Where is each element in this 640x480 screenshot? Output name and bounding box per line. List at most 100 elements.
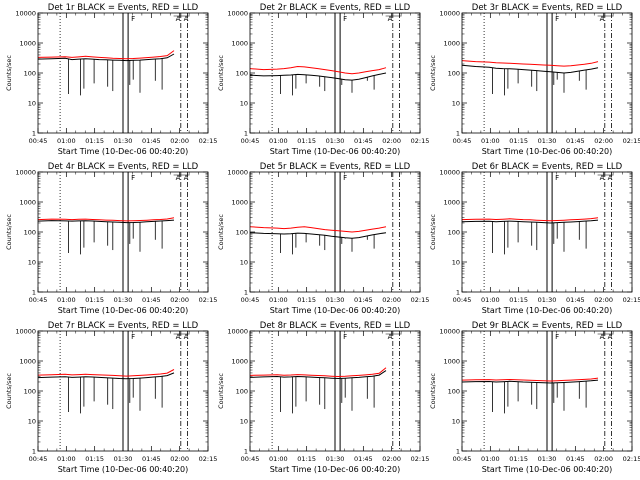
y-tick-label: 1 [244,448,248,456]
x-tick-label: 00:45 [453,455,472,463]
events-series-line [461,64,599,74]
y-axis-label: Counts/sec [429,214,437,250]
y-axis-label: Counts/sec [429,373,437,409]
y-tick-label: 100 [24,388,36,396]
x-tick-label: 01:15 [297,137,316,145]
x-tick-label: 01:00 [269,137,288,145]
flag-label: A [184,174,189,182]
x-tick-label: 02:15 [199,296,218,304]
y-tick-label: 10000 [227,10,248,18]
chart-panel-2: Det 2r BLACK = Events, RED = LLD Start Ti… [217,3,429,156]
x-tick-label: 01:45 [566,137,585,145]
x-tick-label: 00:45 [453,137,472,145]
y-tick-label: 1 [244,130,248,138]
y-tick-label: 10 [28,259,36,267]
lld-series-line [37,369,175,377]
events-series-line [249,370,387,380]
flag-label: A [600,333,605,341]
x-tick-label: 02:00 [382,296,401,304]
x-axis-label: Start Time (10-Dec-06 00:40:20) [482,306,613,315]
x-tick-label: 00:45 [29,455,48,463]
x-tick-label: 01:00 [57,296,76,304]
x-tick-label: 01:15 [297,296,316,304]
y-axis-label: Counts/sec [5,373,13,409]
x-tick-label: 01:45 [142,455,161,463]
flag-label: A [608,333,613,341]
lld-series-line [37,50,175,60]
x-tick-label: 01:30 [326,296,345,304]
y-tick-label: 1000 [443,40,460,48]
flag-label: F [555,174,559,182]
chart-panel-6: Det 6r BLACK = Events, RED = LLD Start Ti… [429,162,640,315]
y-axis-label: Counts/sec [5,55,13,91]
flag-label: A [176,15,181,23]
x-axis-label: Start Time (10-Dec-06 00:40:20) [270,147,401,156]
y-tick-label: 10000 [15,328,36,336]
y-tick-label: 1000 [231,358,248,366]
x-tick-label: 00:45 [29,137,48,145]
y-tick-label: 1 [244,289,248,297]
y-tick-label: 1000 [231,199,248,207]
chart-title: Det 5r BLACK = Events, RED = LLD [260,162,411,172]
x-tick-label: 02:15 [623,296,640,304]
y-tick-label: 10000 [439,169,460,177]
flag-label: F [343,333,347,341]
x-tick-label: 01:45 [142,296,161,304]
y-tick-label: 10 [28,100,36,108]
lld-series-line [249,226,387,233]
x-tick-label: 01:15 [297,455,316,463]
lld-series-line [461,217,599,222]
y-tick-label: 100 [236,388,248,396]
x-tick-label: 01:15 [509,137,528,145]
y-tick-label: 10000 [15,10,36,18]
events-series-line [249,232,387,239]
x-tick-label: 01:00 [269,455,288,463]
y-tick-label: 100 [448,229,460,237]
x-tick-label: 00:45 [241,137,260,145]
x-tick-label: 01:30 [538,455,557,463]
x-tick-label: 01:00 [481,455,500,463]
chart-panel-4: Det 4r BLACK = Events, RED = LLD Start Ti… [5,162,217,315]
flag-label: A [184,15,189,23]
x-tick-label: 02:15 [623,137,640,145]
y-axis-label: Counts/sec [5,214,13,250]
chart-panel-1: Det 1r BLACK = Events, RED = LLD Start Ti… [5,3,217,156]
x-tick-label: 01:00 [481,296,500,304]
x-tick-label: 01:30 [538,296,557,304]
flag-label: A [388,333,393,341]
lld-series-line [249,65,387,75]
y-tick-label: 10 [240,259,248,267]
chart-title: Det 2r BLACK = Events, RED = LLD [260,3,411,13]
y-tick-label: 1000 [19,40,36,48]
flag-label: A [608,174,613,182]
x-tick-label: 00:45 [241,296,260,304]
x-tick-label: 01:45 [566,455,585,463]
x-tick-label: 00:45 [453,296,472,304]
chart-panel-5: Det 5r BLACK = Events, RED = LLD Start Ti… [217,162,429,315]
x-tick-label: 02:15 [199,137,218,145]
y-tick-label: 100 [236,229,248,237]
y-tick-label: 10 [240,418,248,426]
flag-label: F [343,15,347,23]
x-axis-label: Start Time (10-Dec-06 00:40:20) [270,465,401,474]
y-tick-label: 1000 [443,358,460,366]
flag-label: F [131,15,135,23]
events-series-line [249,72,387,81]
chart-title: Det 8r BLACK = Events, RED = LLD [260,321,411,331]
y-tick-label: 10 [452,100,460,108]
lld-series-line [461,60,599,67]
x-tick-label: 01:15 [85,137,104,145]
x-tick-label: 02:00 [382,455,401,463]
x-tick-label: 02:15 [623,455,640,463]
lld-series-line [37,217,175,222]
x-tick-label: 01:00 [57,455,76,463]
lld-series-line [461,377,599,382]
events-series-line [461,219,599,224]
flag-label: F [555,15,559,23]
flag-label: F [131,174,135,182]
events-series-line [37,372,175,380]
x-axis-label: Start Time (10-Dec-06 00:40:20) [482,147,613,156]
y-tick-label: 1 [32,448,36,456]
chart-panel-8: Det 8r BLACK = Events, RED = LLD Start Ti… [217,321,429,474]
